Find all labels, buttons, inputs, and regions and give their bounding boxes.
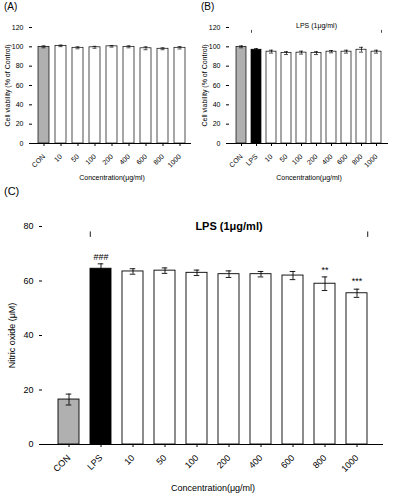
svg-text:600: 600 <box>135 153 148 166</box>
svg-text:Cell viability (% of Control): Cell viability (% of Control) <box>4 44 12 126</box>
svg-text:600: 600 <box>336 153 349 166</box>
svg-text:LPS: LPS <box>85 453 104 472</box>
svg-text:60: 60 <box>23 276 33 286</box>
svg-text:100: 100 <box>12 43 24 50</box>
svg-text:200: 200 <box>101 153 114 166</box>
svg-text:10: 10 <box>53 153 64 164</box>
svg-text:200: 200 <box>306 153 319 166</box>
svg-text:80: 80 <box>16 62 24 69</box>
svg-text:20: 20 <box>16 120 24 127</box>
svg-text:20: 20 <box>23 385 33 395</box>
svg-text:200: 200 <box>215 453 233 471</box>
svg-text:LPS (1μg/ml): LPS (1μg/ml) <box>195 220 263 232</box>
svg-text:###: ### <box>93 252 108 262</box>
svg-text:0: 0 <box>20 140 24 147</box>
svg-text:Concentration(μg/ml): Concentration(μg/ml) <box>276 174 342 182</box>
svg-text:40: 40 <box>16 101 24 108</box>
svg-text:120: 120 <box>12 24 24 31</box>
svg-text:***: *** <box>352 276 363 286</box>
svg-text:Concentration(μg/ml): Concentration(μg/ml) <box>79 174 145 182</box>
html-text:(B): (B) <box>201 1 215 12</box>
svg-text:60: 60 <box>16 82 24 89</box>
svg-text:10: 10 <box>122 453 136 467</box>
svg-text:**: ** <box>321 265 329 275</box>
svg-text:Concentration(μg/ml): Concentration(μg/ml) <box>171 483 255 493</box>
svg-text:20: 20 <box>213 120 221 127</box>
svg-text:CON: CON <box>51 453 72 474</box>
svg-text:50: 50 <box>278 153 289 164</box>
svg-text:Cell viability (% of Control): Cell viability (% of Control) <box>201 44 209 126</box>
svg-text:100: 100 <box>183 453 201 471</box>
svg-text:80: 80 <box>213 62 221 69</box>
svg-text:400: 400 <box>321 153 334 166</box>
svg-text:400: 400 <box>118 153 131 166</box>
svg-text:60: 60 <box>213 82 221 89</box>
svg-text:50: 50 <box>70 153 81 164</box>
svg-text:800: 800 <box>311 453 329 471</box>
svg-text:CON: CON <box>228 153 244 169</box>
svg-text:50: 50 <box>154 453 168 467</box>
svg-text:100: 100 <box>84 153 97 166</box>
svg-text:1000: 1000 <box>339 453 360 474</box>
svg-text:800: 800 <box>152 153 165 166</box>
svg-text:Nitric oxide (μM): Nitric oxide (μM) <box>7 303 17 369</box>
svg-text:10: 10 <box>263 153 274 164</box>
svg-text:80: 80 <box>23 221 33 231</box>
svg-text:600: 600 <box>279 453 297 471</box>
svg-text:800: 800 <box>350 152 364 166</box>
svg-text:0: 0 <box>217 140 221 147</box>
svg-text:1000: 1000 <box>166 153 182 169</box>
svg-text:LPS: LPS <box>244 152 259 167</box>
svg-text:400: 400 <box>247 453 265 471</box>
svg-text:0: 0 <box>28 439 33 449</box>
html-text:(A): (A) <box>4 1 18 12</box>
svg-text:40: 40 <box>23 330 33 340</box>
svg-text:100: 100 <box>291 153 304 166</box>
html-text:(C): (C) <box>4 185 20 197</box>
svg-text:1000: 1000 <box>363 153 379 169</box>
svg-text:100: 100 <box>209 43 221 50</box>
svg-text:40: 40 <box>213 101 221 108</box>
svg-text:CON: CON <box>30 153 46 169</box>
svg-text:LPS (1μg/ml): LPS (1μg/ml) <box>296 22 337 30</box>
svg-text:120: 120 <box>209 24 221 31</box>
